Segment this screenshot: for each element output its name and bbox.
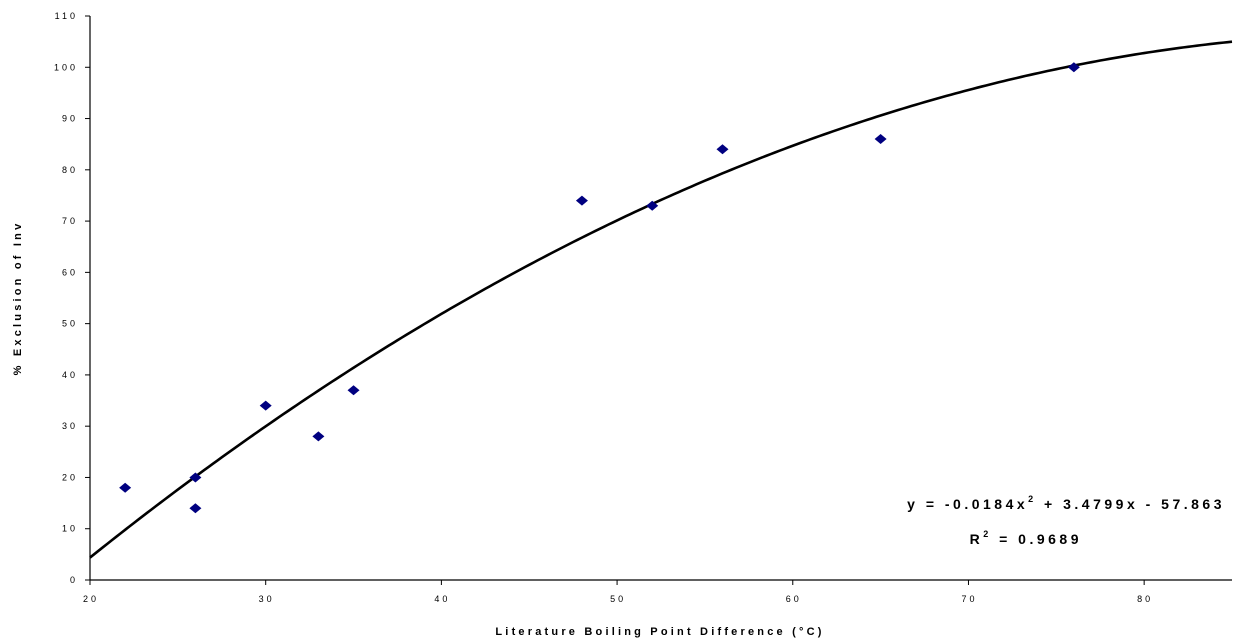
data-point [575, 195, 588, 206]
data-point [312, 431, 325, 442]
y-tick-label: 40 [62, 370, 78, 380]
data-point [1067, 62, 1080, 73]
y-tick-label: 90 [62, 114, 78, 124]
x-axis-title: Literature Boiling Point Difference (°C) [495, 626, 824, 638]
x-tick-label: 30 [259, 594, 275, 604]
trendline-equation: y = -0.0184x2 + 3.4799x - 57.863 [907, 494, 1225, 512]
x-tick-label: 70 [961, 594, 977, 604]
data-point [189, 503, 202, 514]
x-tick-label: 20 [83, 594, 99, 604]
data-points [119, 62, 1080, 514]
equation-exponent: 2 [1028, 494, 1037, 504]
data-point [259, 400, 272, 411]
trendline [89, 40, 1233, 559]
ticks: 0 10 20 30 40 50 60 70 80 90 100 110 20 30 40 50 60 70 80 [54, 11, 1153, 604]
equation-lhs: y = -0.0184x [907, 496, 1028, 512]
data-point [716, 144, 729, 155]
x-tick-label: 80 [1137, 594, 1153, 604]
y-tick-label: 80 [62, 165, 78, 175]
y-tick-label: 60 [62, 267, 78, 277]
data-point [189, 472, 202, 483]
y-axis-title: % Exclusion of Inv [12, 221, 24, 376]
x-tick-label: 60 [786, 594, 802, 604]
y-tick-label: 110 [55, 11, 78, 21]
data-point [347, 385, 360, 396]
y-tick-label: 50 [62, 319, 78, 329]
y-tick-label: 30 [62, 421, 78, 431]
x-tick-label: 50 [610, 594, 626, 604]
x-tick-label: 40 [434, 594, 450, 604]
y-tick-label: 100 [54, 62, 78, 72]
data-point [646, 200, 659, 211]
y-tick-label: 70 [62, 216, 78, 226]
r-squared-rhs: = 0.9689 [992, 531, 1082, 547]
y-tick-label: 20 [62, 472, 78, 482]
y-tick-label: 0 [70, 575, 78, 585]
axes [89, 16, 1232, 581]
r-squared-label: R2 = 0.9689 [970, 529, 1082, 547]
r-squared-lhs: R [970, 531, 984, 547]
r-squared-exponent: 2 [983, 529, 992, 539]
equation-rhs: + 3.4799x - 57.863 [1037, 496, 1225, 512]
y-tick-label: 10 [62, 524, 78, 534]
data-point [119, 482, 132, 493]
data-point [874, 134, 887, 145]
